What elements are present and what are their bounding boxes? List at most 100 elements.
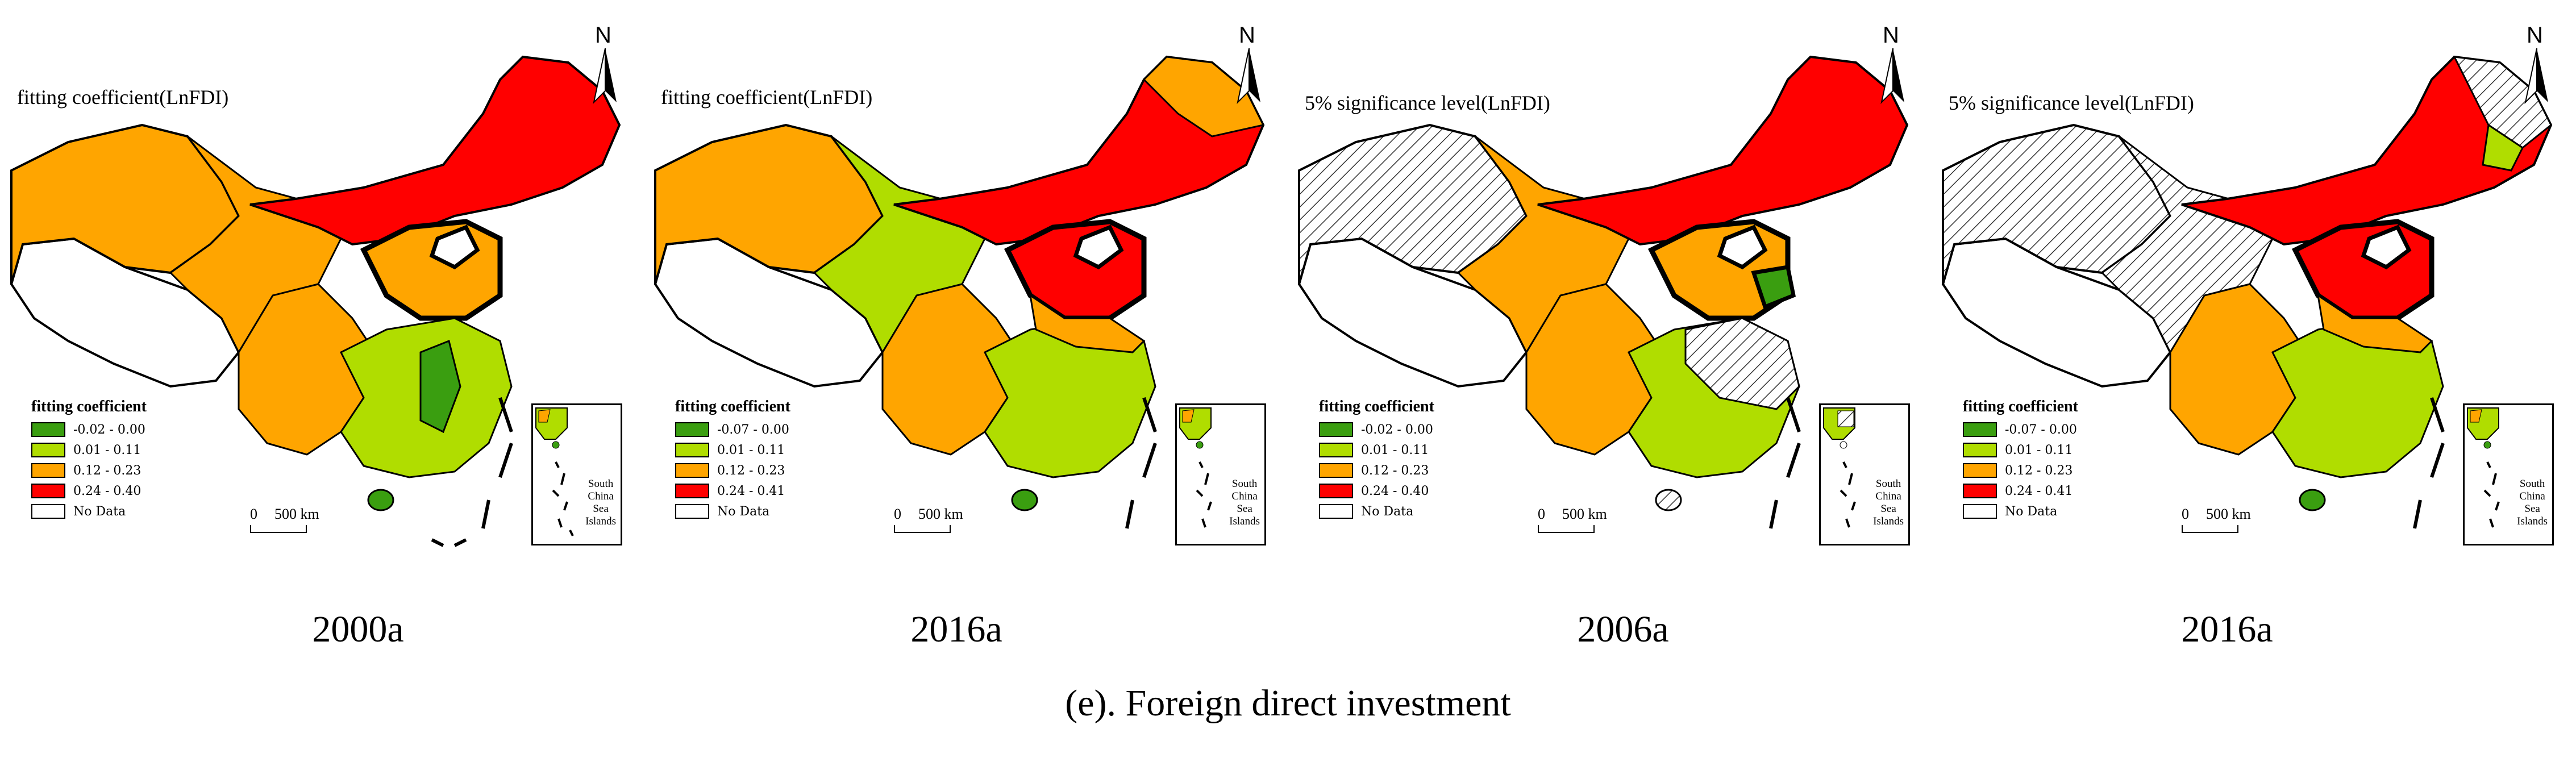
legend-swatch <box>675 443 709 457</box>
legend-label: No Data <box>717 504 770 519</box>
north-arrow-icon <box>1237 48 1260 105</box>
map-panel-4: 5% significance level(LnFDI) N fitting c… <box>1932 0 2576 650</box>
scale-end: 500 km <box>274 506 319 522</box>
legend-label: 0.12 - 0.23 <box>2005 463 2073 478</box>
legend-3: fitting coefficient -0.02 - 0.00 0.01 - … <box>1319 398 1434 522</box>
scale-bar-3: 0 500 km <box>1538 506 1607 533</box>
inset-label-line: Islands <box>585 515 616 527</box>
legend-4: fitting coefficient -0.07 - 0.00 0.01 - … <box>1963 398 2078 522</box>
scale-start: 0 <box>1538 506 1545 522</box>
legend-swatch <box>675 422 709 437</box>
inset-label-line: China <box>588 490 614 502</box>
legend-item: 0.12 - 0.23 <box>1319 460 1434 481</box>
legend-item: 0.12 - 0.23 <box>1963 460 2078 481</box>
legend-item: 0.01 - 0.11 <box>31 440 147 460</box>
scale-end: 500 km <box>2206 506 2251 522</box>
legend-label: -0.02 - 0.00 <box>1361 422 1433 437</box>
legend-title: fitting coefficient <box>1319 398 1434 415</box>
inset-label-line: South <box>1875 478 1901 490</box>
legend-swatch <box>1963 422 1997 437</box>
region-north-red <box>1537 55 1909 246</box>
legend-label: 0.24 - 0.41 <box>2005 484 2073 498</box>
scale-bar-4: 0 500 km <box>2182 506 2251 533</box>
legend-label: 0.01 - 0.11 <box>73 443 142 457</box>
inset-label-line: Sea <box>1880 503 1896 515</box>
legend-label: 0.01 - 0.11 <box>1361 443 1429 457</box>
legend-swatch <box>1319 484 1353 498</box>
legend-label: -0.07 - 0.00 <box>2005 422 2077 437</box>
legend-item: 0.24 - 0.41 <box>675 481 790 501</box>
legend-item: 0.12 - 0.23 <box>31 460 147 481</box>
legend-swatch <box>31 463 65 478</box>
inset-label-line: Sea <box>2524 503 2540 515</box>
china-map-1 <box>10 55 621 547</box>
region-beijing <box>1717 224 1768 270</box>
inset-label: South China Sea Islands <box>1229 478 1260 528</box>
inset-label-line: Islands <box>1873 515 1904 527</box>
inset-label-line: China <box>2519 490 2545 502</box>
legend-item: No Data <box>675 501 790 522</box>
region-northeast <box>2453 56 2552 149</box>
china-map-2 <box>654 55 1265 529</box>
legend-label: 0.24 - 0.40 <box>1361 484 1429 498</box>
inset-label-line: South <box>2519 478 2545 490</box>
region-beijing <box>1073 224 1124 270</box>
scale-end: 500 km <box>918 506 963 522</box>
scale-start: 0 <box>2182 506 2189 522</box>
legend-label: 0.24 - 0.40 <box>73 484 142 498</box>
map-title-2: fitting coefficient(LnFDI) <box>661 86 873 109</box>
legend-label: No Data <box>2005 504 2058 519</box>
inset-islands <box>535 407 574 536</box>
inset-label-line: Islands <box>1229 515 1260 527</box>
legend-swatch <box>1963 443 1997 457</box>
figure-caption: (e). Foreign direct investment <box>1065 682 1511 724</box>
scale-bar-line <box>1538 525 1595 533</box>
legend-swatch <box>31 443 65 457</box>
map-panel-1: fitting coefficient(LnFDI) N fitting coe… <box>0 0 644 650</box>
year-label-2: 2016a <box>910 609 1002 650</box>
inset-label-line: Sea <box>1237 503 1252 515</box>
legend-label: 0.12 - 0.23 <box>717 463 785 478</box>
legend-label: 0.12 - 0.23 <box>1361 463 1429 478</box>
legend-label: 0.12 - 0.23 <box>73 463 142 478</box>
inset-label-line: Sea <box>593 503 609 515</box>
region-jiangxi <box>419 339 461 434</box>
region-hainan <box>367 489 394 511</box>
north-arrow-icon <box>2524 48 2548 105</box>
legend-item: No Data <box>1319 501 1434 522</box>
legend-title: fitting coefficient <box>1963 398 2078 415</box>
legend-label: No Data <box>1361 504 1414 519</box>
inset-label-line: South <box>588 478 614 490</box>
year-label-4: 2016a <box>2181 609 2273 650</box>
legend-item: -0.07 - 0.00 <box>1963 419 2078 440</box>
legend-swatch <box>31 504 65 519</box>
legend-label: 0.01 - 0.11 <box>717 443 785 457</box>
islands <box>2413 397 2445 529</box>
year-label-3: 2006a <box>1577 609 1669 650</box>
north-label: N <box>2527 23 2543 48</box>
inset-map-4: South China Sea Islands <box>2463 403 2554 545</box>
inset-label: South China Sea Islands <box>585 478 616 528</box>
north-arrow-1: N <box>582 23 628 108</box>
inset-label: South China Sea Islands <box>1873 478 1904 528</box>
legend-swatch <box>31 484 65 498</box>
legend-item: 0.01 - 0.11 <box>1319 440 1434 460</box>
legend-1: fitting coefficient -0.02 - 0.00 0.01 - … <box>31 398 147 522</box>
inset-label: South China Sea Islands <box>2517 478 2548 528</box>
legend-title: fitting coefficient <box>675 398 790 415</box>
inset-map-2: South China Sea Islands <box>1175 403 1266 545</box>
scale-bar-2: 0 500 km <box>894 506 963 533</box>
region-hainan <box>1011 489 1038 511</box>
scale-start: 0 <box>250 506 257 522</box>
north-arrow-icon <box>593 48 617 105</box>
legend-label: -0.07 - 0.00 <box>717 422 789 437</box>
north-label: N <box>595 23 611 48</box>
region-north-red <box>249 55 621 246</box>
legend-item: 0.01 - 0.11 <box>675 440 790 460</box>
region-jilin <box>2482 123 2524 172</box>
map-title-3: 5% significance level(LnFDI) <box>1305 91 1550 114</box>
inset-label-line: China <box>1231 490 1258 502</box>
china-map-4 <box>1941 55 2553 529</box>
region-beijing <box>429 224 480 270</box>
north-arrow-2: N <box>1226 23 1272 108</box>
